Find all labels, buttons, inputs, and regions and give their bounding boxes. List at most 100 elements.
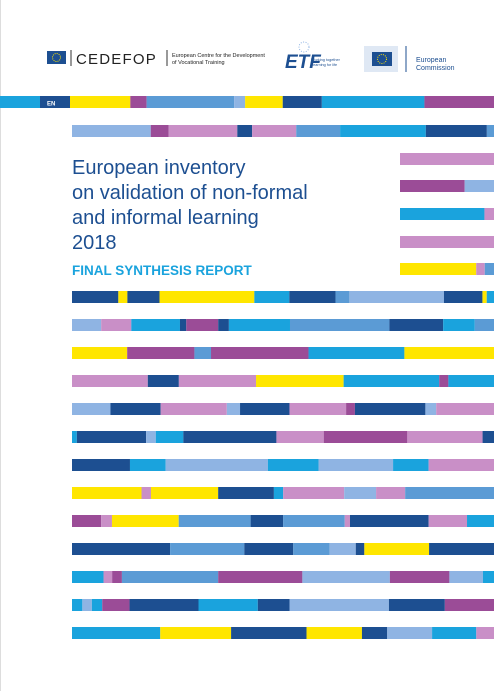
stripe	[101, 319, 132, 331]
stripe	[436, 403, 494, 415]
stripe	[349, 291, 444, 303]
stripe	[335, 291, 350, 303]
ec-text: Commission	[416, 65, 455, 72]
stripe	[76, 431, 147, 443]
stripe	[344, 515, 351, 527]
cedefop-tagline: of Vocational Training	[172, 60, 225, 66]
stripe	[129, 599, 199, 611]
stripe	[69, 96, 131, 108]
stripe	[482, 571, 494, 583]
etf-tagline: Working together	[311, 58, 341, 62]
stripe	[160, 627, 232, 639]
stripe	[289, 319, 390, 331]
stripe	[127, 347, 195, 359]
stripe	[72, 431, 77, 443]
stripe	[340, 125, 426, 137]
stripe	[178, 375, 257, 387]
stripe	[234, 96, 246, 108]
stripe	[150, 487, 219, 499]
stripe	[355, 543, 365, 555]
stripe	[72, 375, 148, 387]
stripe	[82, 599, 92, 611]
stripe	[439, 375, 449, 387]
stripe	[443, 319, 475, 331]
cedefop-tagline: European Centre for the Development	[172, 53, 265, 59]
stripe	[273, 487, 284, 499]
stripe	[267, 459, 319, 471]
stripe	[244, 543, 294, 555]
stripe	[425, 125, 487, 137]
stripe	[72, 571, 104, 583]
stripe	[198, 599, 258, 611]
stripe	[168, 125, 238, 137]
stripe	[211, 347, 309, 359]
stripe	[72, 291, 119, 303]
stripe	[486, 291, 494, 303]
stripe	[91, 599, 103, 611]
stripe	[121, 571, 219, 583]
stripe	[102, 599, 130, 611]
stripe	[306, 627, 362, 639]
stripe	[282, 96, 322, 108]
etf-stars	[298, 41, 310, 53]
stripe	[170, 543, 245, 555]
stripe	[476, 263, 485, 275]
stripe	[178, 515, 251, 527]
ec-stars	[377, 54, 387, 64]
stripe	[228, 319, 290, 331]
stripe	[218, 571, 303, 583]
stripe	[165, 459, 268, 471]
stripe	[449, 571, 483, 583]
stripe	[429, 543, 494, 555]
stripe	[389, 571, 450, 583]
ec-flag	[372, 52, 392, 66]
stripe	[179, 319, 187, 331]
stripe	[254, 291, 290, 303]
stripe	[237, 125, 253, 137]
title-line: and informal learning	[72, 207, 259, 229]
stripe	[72, 347, 128, 359]
stripe	[129, 459, 166, 471]
stripe	[486, 125, 494, 137]
stripe	[72, 319, 102, 331]
title-line: 2018	[72, 232, 117, 254]
stripe	[400, 236, 494, 248]
etf-tagline: Learning for life	[311, 63, 337, 67]
stripe	[444, 599, 494, 611]
stripe	[240, 403, 290, 415]
stripe	[482, 431, 494, 443]
stripe	[387, 627, 433, 639]
ec-text: European	[416, 57, 446, 64]
stripe	[111, 515, 179, 527]
language: EN	[47, 102, 55, 108]
stripe	[425, 403, 437, 415]
stripe	[364, 543, 430, 555]
stripe	[155, 431, 184, 443]
stripe	[183, 431, 277, 443]
stripe	[101, 515, 112, 527]
stripe	[400, 153, 494, 165]
stripe	[354, 403, 426, 415]
stripe	[226, 403, 241, 415]
stripe	[443, 291, 483, 303]
stripe	[131, 319, 180, 331]
stripe	[376, 487, 406, 499]
stripe	[245, 96, 283, 108]
stripe	[218, 319, 229, 331]
stripe	[146, 96, 235, 108]
stripe	[400, 180, 465, 192]
stripe	[231, 627, 307, 639]
stripe	[103, 571, 113, 583]
title-line: on validation of non-formal	[72, 182, 308, 204]
stripe	[464, 180, 494, 192]
stripe	[130, 96, 147, 108]
stripe	[218, 487, 274, 499]
stripe	[250, 515, 284, 527]
stripe	[407, 431, 483, 443]
stripe	[424, 96, 494, 108]
stripe	[428, 515, 468, 527]
language-code: EN	[47, 102, 55, 108]
stripe	[72, 125, 151, 137]
